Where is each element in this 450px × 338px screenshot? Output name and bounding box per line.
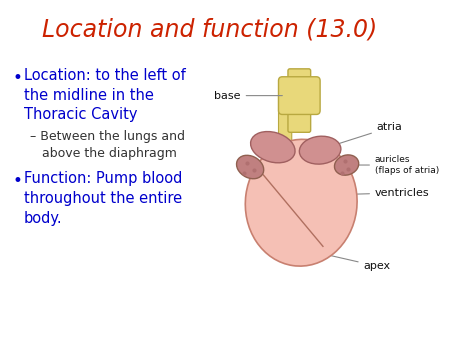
FancyBboxPatch shape: [288, 69, 310, 132]
Ellipse shape: [245, 139, 357, 266]
Ellipse shape: [334, 155, 359, 175]
Text: Location: to the left of
the midline in the
Thoracic Cavity: Location: to the left of the midline in …: [24, 68, 186, 122]
Text: •: •: [13, 172, 22, 190]
Text: •: •: [13, 69, 22, 87]
Ellipse shape: [299, 136, 341, 164]
Ellipse shape: [237, 155, 264, 179]
Text: Location and function (13.0): Location and function (13.0): [42, 17, 377, 41]
Ellipse shape: [251, 131, 295, 163]
Text: atria: atria: [321, 122, 403, 149]
Text: base: base: [214, 91, 282, 101]
Text: Function: Pump blood
throughout the entire
body.: Function: Pump blood throughout the enti…: [24, 171, 182, 225]
Text: auricles
(flaps of atria): auricles (flaps of atria): [349, 155, 439, 175]
Text: ventricles: ventricles: [335, 188, 430, 198]
Text: apex: apex: [319, 253, 391, 271]
FancyBboxPatch shape: [279, 77, 320, 115]
Text: – Between the lungs and
   above the diaphragm: – Between the lungs and above the diaphr…: [30, 130, 185, 160]
FancyBboxPatch shape: [279, 94, 292, 167]
